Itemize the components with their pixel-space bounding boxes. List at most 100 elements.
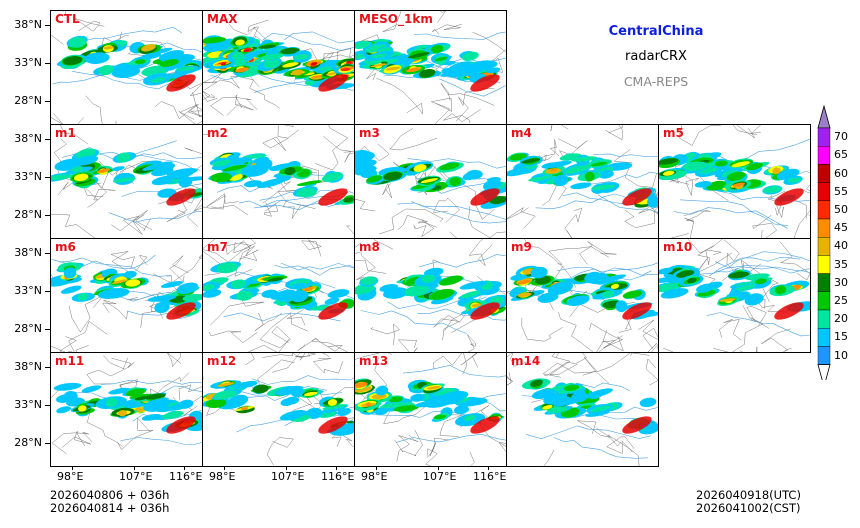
reflectivity-echo <box>410 393 426 402</box>
reflectivity-echo <box>434 414 446 420</box>
reflectivity-core <box>166 416 196 434</box>
province-boundary <box>608 125 633 133</box>
forecast-panel-m13: m13 <box>354 352 507 467</box>
province-boundary <box>544 139 560 157</box>
reflectivity-echo <box>530 266 548 279</box>
reflectivity-echo <box>430 44 444 54</box>
province-boundary <box>443 109 481 124</box>
lon-tick-mark <box>336 466 337 470</box>
reflectivity-echo <box>63 267 77 279</box>
reflectivity-echo <box>517 292 532 298</box>
lon-tick-label: 116°E <box>473 470 507 483</box>
reflectivity-echo <box>681 161 708 171</box>
colorbar-tick-label: 30 <box>834 275 848 289</box>
reflectivity-echo <box>97 168 111 173</box>
colorbar-segment <box>817 236 831 256</box>
lat-tick-label: 38°N <box>14 246 42 259</box>
province-boundary <box>251 26 266 51</box>
province-boundary <box>370 323 400 346</box>
reflectivity-echo <box>235 67 249 73</box>
colorbar-segment <box>817 309 831 329</box>
reflectivity-echo <box>145 397 169 405</box>
province-boundary <box>355 259 387 274</box>
reflectivity-echo <box>252 384 269 394</box>
province-boundary <box>206 193 239 210</box>
radar-map <box>51 353 202 466</box>
reflectivity-echo <box>426 386 441 390</box>
reflectivity-echo <box>407 52 430 59</box>
reflectivity-echo <box>233 381 253 389</box>
reflectivity-core <box>470 74 500 92</box>
province-boundary <box>301 239 322 257</box>
reflectivity-echo <box>327 399 338 406</box>
lon-tick-mark <box>134 466 135 470</box>
river <box>526 425 651 440</box>
reflectivity-core <box>166 188 196 206</box>
province-boundary <box>558 312 594 352</box>
lat-tick-label: 28°N <box>14 436 42 449</box>
province-boundary <box>376 78 423 115</box>
lon-tick-mark <box>224 466 225 470</box>
colorbar-segment <box>817 127 831 147</box>
province-boundary <box>292 353 316 359</box>
province-boundary <box>521 317 563 342</box>
radar-map <box>355 353 506 466</box>
reflectivity-echo <box>116 152 131 163</box>
province-boundary <box>86 357 128 385</box>
forecast-panel-m6: m6 <box>50 238 203 353</box>
forecast-panel-m11: m11 <box>50 352 203 467</box>
reflectivity-echo <box>639 397 657 408</box>
colorbar-segment <box>817 327 831 347</box>
panel-label: m10 <box>663 240 693 254</box>
forecast-panel-m1: m1 <box>50 124 203 239</box>
province-boundary <box>254 312 283 331</box>
colorbar-tick-label: 25 <box>834 293 848 307</box>
province-boundary <box>607 434 643 466</box>
province-boundary <box>564 208 582 238</box>
lon-tick-mark <box>72 466 73 470</box>
reflectivity-echo <box>413 164 427 172</box>
reflectivity-echo <box>379 283 399 293</box>
province-boundary <box>178 384 202 403</box>
reflectivity-echo <box>507 167 530 177</box>
reflectivity-echo <box>282 62 299 68</box>
river <box>581 171 658 185</box>
panel-label: m14 <box>511 354 541 368</box>
reflectivity-echo <box>62 56 83 65</box>
province-boundary <box>117 417 154 451</box>
province-boundary <box>543 449 555 466</box>
forecast-panel-m9: m9 <box>506 238 659 353</box>
reflectivity-echo <box>280 47 300 55</box>
river <box>557 262 658 272</box>
reflectivity-core <box>470 416 500 434</box>
reflectivity-echo <box>622 290 643 299</box>
river <box>284 31 354 44</box>
reflectivity-core <box>622 416 652 434</box>
province-boundary <box>750 125 762 134</box>
province-boundary <box>440 82 495 106</box>
river <box>251 375 354 385</box>
province-boundary <box>467 334 476 352</box>
province-boundary <box>51 345 89 352</box>
reflectivity-echo <box>167 168 195 180</box>
reflectivity-echo <box>439 162 460 171</box>
lat-tick-mark <box>45 215 50 216</box>
reflectivity-echo <box>73 155 99 166</box>
reflectivity-echo <box>598 169 614 179</box>
reflectivity-core <box>318 74 348 92</box>
river <box>71 71 172 90</box>
province-boundary <box>670 217 695 238</box>
reflectivity-core <box>318 188 348 206</box>
reflectivity-echo <box>571 156 598 162</box>
province-boundary <box>542 362 597 378</box>
province-boundary <box>645 358 658 386</box>
reflectivity-echo <box>415 401 439 408</box>
reflectivity-echo <box>340 68 351 72</box>
province-boundary <box>355 357 388 407</box>
reflectivity-echo <box>243 180 263 188</box>
reflectivity-echo <box>584 171 595 182</box>
province-boundary <box>329 422 354 447</box>
province-boundary <box>579 241 617 265</box>
colorbar-segment <box>817 273 831 293</box>
lon-tick-mark <box>488 466 489 470</box>
